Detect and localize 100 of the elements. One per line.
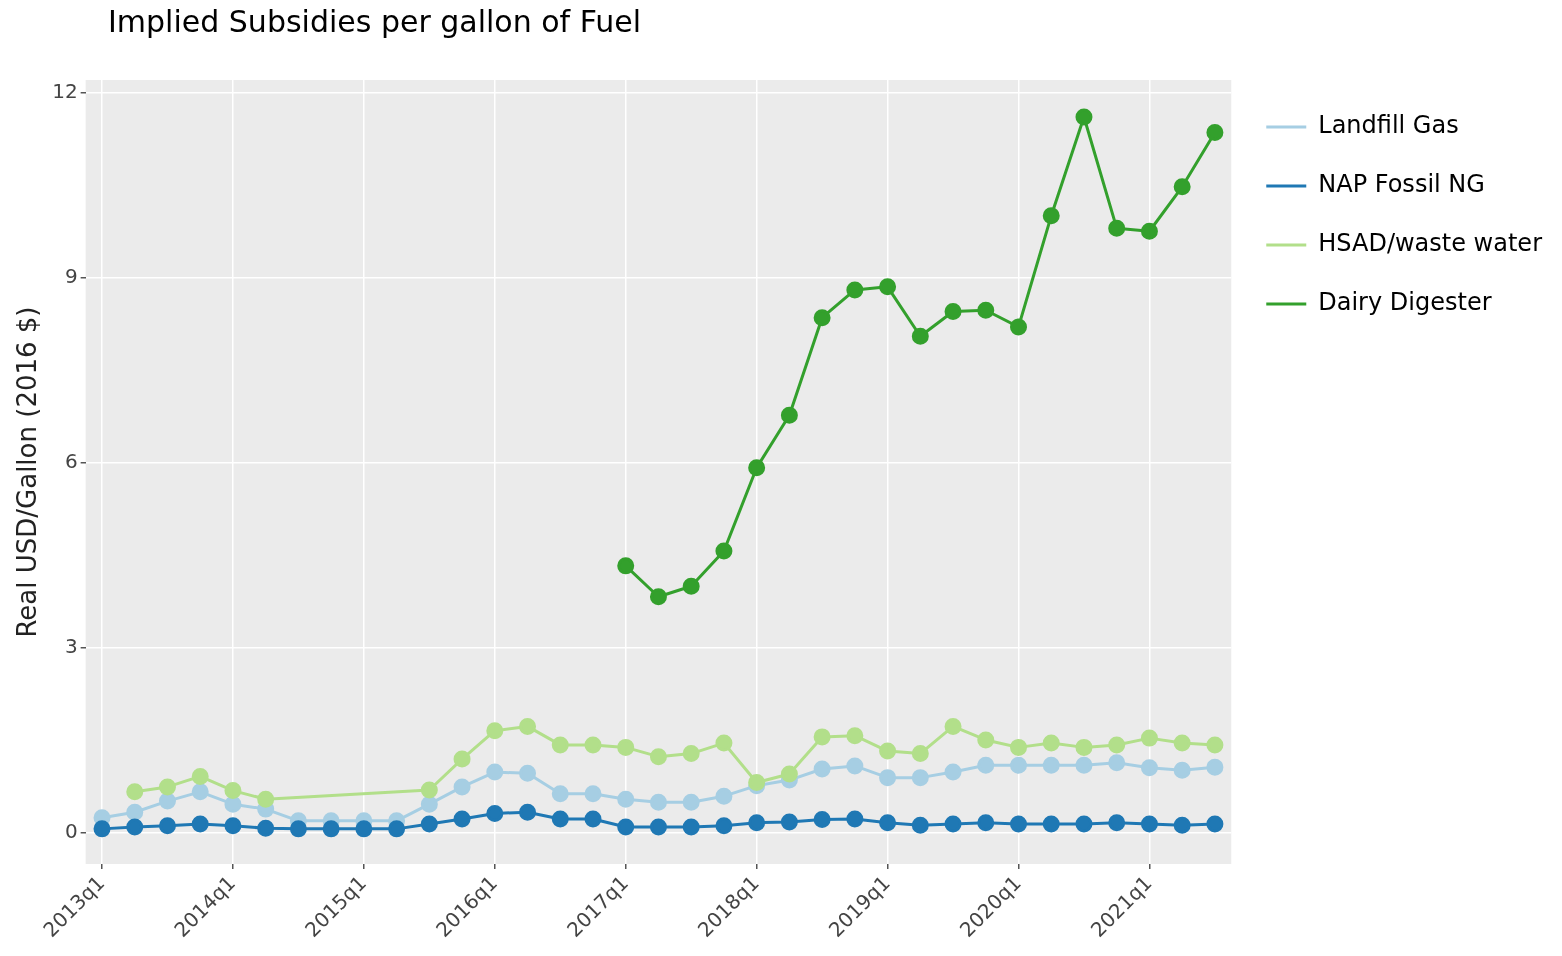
point bbox=[682, 818, 700, 836]
point bbox=[1108, 754, 1126, 772]
point bbox=[584, 810, 602, 828]
point bbox=[911, 769, 929, 787]
point bbox=[846, 757, 864, 775]
point bbox=[1010, 756, 1028, 774]
point bbox=[1108, 219, 1126, 237]
point bbox=[879, 742, 897, 760]
legend-label: Dairy Digester bbox=[1318, 288, 1492, 317]
point bbox=[453, 750, 471, 768]
point bbox=[911, 327, 929, 345]
point bbox=[1140, 759, 1158, 777]
point bbox=[486, 804, 504, 822]
point bbox=[519, 717, 537, 735]
point bbox=[224, 795, 242, 813]
legend-label: HSAD/waste water bbox=[1318, 229, 1543, 258]
chart-title: Implied Subsidies per gallon of Fuel bbox=[108, 4, 642, 39]
point bbox=[846, 727, 864, 745]
y-tick-label: 6 bbox=[64, 448, 78, 473]
point bbox=[1140, 729, 1158, 747]
point bbox=[1042, 207, 1060, 225]
legend-label: NAP Fossil NG bbox=[1318, 170, 1485, 199]
y-tick-label: 0 bbox=[64, 819, 78, 844]
point bbox=[780, 765, 798, 783]
point bbox=[944, 763, 962, 781]
point bbox=[1173, 761, 1191, 779]
point bbox=[944, 815, 962, 833]
point bbox=[1075, 756, 1093, 774]
point bbox=[1206, 758, 1224, 776]
point bbox=[649, 793, 667, 811]
point bbox=[257, 819, 275, 837]
point bbox=[388, 820, 406, 838]
point bbox=[1010, 815, 1028, 833]
point bbox=[420, 781, 438, 799]
point bbox=[420, 815, 438, 833]
point bbox=[126, 818, 144, 836]
point bbox=[1042, 756, 1060, 774]
point bbox=[879, 278, 897, 296]
point bbox=[191, 815, 209, 833]
point bbox=[780, 406, 798, 424]
point bbox=[1075, 738, 1093, 756]
point bbox=[944, 717, 962, 735]
point bbox=[1075, 815, 1093, 833]
point bbox=[1173, 816, 1191, 834]
y-tick-label: 9 bbox=[64, 263, 78, 288]
point bbox=[158, 817, 176, 835]
point bbox=[977, 756, 995, 774]
point bbox=[944, 303, 962, 321]
point bbox=[649, 748, 667, 766]
point bbox=[1042, 734, 1060, 752]
point bbox=[682, 577, 700, 595]
point bbox=[977, 814, 995, 832]
point bbox=[617, 790, 635, 808]
point bbox=[813, 760, 831, 778]
point bbox=[551, 736, 569, 754]
point bbox=[748, 459, 766, 477]
point bbox=[158, 792, 176, 810]
point bbox=[93, 820, 111, 838]
point bbox=[1140, 815, 1158, 833]
point bbox=[1140, 222, 1158, 240]
point bbox=[519, 764, 537, 782]
point bbox=[617, 818, 635, 836]
point bbox=[453, 810, 471, 828]
point bbox=[257, 790, 275, 808]
point bbox=[879, 814, 897, 832]
point bbox=[584, 785, 602, 803]
point bbox=[1206, 815, 1224, 833]
point bbox=[1042, 815, 1060, 833]
point bbox=[486, 722, 504, 740]
point bbox=[617, 738, 635, 756]
point bbox=[191, 767, 209, 785]
point bbox=[322, 820, 340, 838]
point bbox=[289, 820, 307, 838]
point bbox=[1173, 734, 1191, 752]
point bbox=[1206, 736, 1224, 754]
point bbox=[715, 734, 733, 752]
point bbox=[551, 785, 569, 803]
point bbox=[682, 745, 700, 763]
legend-label: Landfill Gas bbox=[1318, 111, 1459, 140]
point bbox=[224, 817, 242, 835]
point bbox=[715, 817, 733, 835]
point bbox=[813, 728, 831, 746]
point bbox=[420, 795, 438, 813]
point bbox=[649, 818, 667, 836]
point bbox=[682, 793, 700, 811]
point bbox=[977, 731, 995, 749]
point bbox=[1173, 178, 1191, 196]
point bbox=[126, 783, 144, 801]
point bbox=[453, 778, 471, 796]
point bbox=[486, 763, 504, 781]
point bbox=[1108, 736, 1126, 754]
point bbox=[715, 787, 733, 805]
point bbox=[813, 811, 831, 829]
point bbox=[813, 309, 831, 327]
point bbox=[617, 557, 635, 575]
point bbox=[551, 810, 569, 828]
point bbox=[126, 803, 144, 821]
y-axis-title: Real USD/Gallon (2016 $) bbox=[12, 306, 43, 638]
point bbox=[1108, 814, 1126, 832]
point bbox=[1206, 123, 1224, 141]
